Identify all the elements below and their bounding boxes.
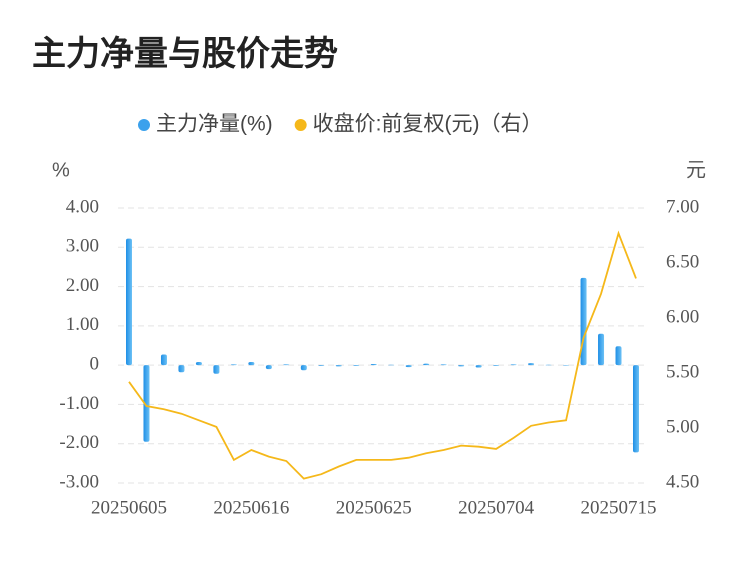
y-axis-label: % (52, 159, 70, 181)
bar (178, 365, 185, 373)
y-tick-label: 3.00 (66, 236, 99, 257)
chart-title: 主力净量与股价走势 (32, 35, 338, 73)
bar (458, 365, 465, 367)
bar (318, 365, 325, 366)
x-tick-label: 20250715 (581, 497, 657, 518)
bar (195, 362, 202, 366)
legend-marker (138, 119, 150, 131)
bar (598, 333, 605, 366)
bar (563, 365, 570, 366)
bar (405, 365, 412, 368)
bar (300, 365, 307, 371)
y2-tick-label: 7.00 (666, 196, 699, 217)
legend-marker (294, 119, 307, 131)
y-tick-label: -1.00 (59, 393, 99, 414)
bar (615, 346, 622, 366)
bar (353, 365, 360, 366)
bar (633, 365, 639, 453)
y2-tick-label: 6.00 (666, 306, 699, 327)
bar (528, 363, 535, 366)
x-tick-label: 20250625 (336, 497, 412, 518)
y2-tick-label: 4.50 (666, 471, 699, 492)
bar (440, 364, 447, 366)
price-line (128, 230, 637, 480)
bar (143, 365, 150, 442)
bar (370, 363, 377, 366)
y2-tick-label: 6.50 (666, 251, 699, 272)
bar (335, 365, 342, 367)
legend-label: 主力净量(%) (156, 113, 273, 136)
y-tick-label: -3.00 (59, 471, 99, 492)
bar (493, 365, 500, 366)
x-tick-label: 20250704 (458, 497, 535, 518)
bar (160, 354, 167, 366)
bar (265, 365, 272, 370)
x-tick-label: 20250605 (91, 497, 167, 518)
bar (423, 363, 430, 366)
bar (475, 365, 482, 368)
bar (388, 364, 395, 366)
bar (510, 364, 517, 366)
y2-tick-label: 5.50 (666, 361, 699, 382)
bar (248, 362, 255, 366)
bar (283, 364, 290, 366)
x-tick-label: 20250616 (213, 497, 289, 518)
legend-label: 收盘价:前复权(元)（右） (313, 113, 543, 136)
bar (580, 277, 587, 366)
y-tick-label: -2.00 (59, 432, 99, 453)
y2-tick-label: 5.00 (666, 416, 699, 437)
bar (213, 365, 220, 374)
bar (545, 364, 552, 366)
bar (230, 364, 237, 366)
y-tick-label: 2.00 (66, 275, 99, 296)
y-tick-label: 0 (90, 354, 100, 375)
bar (126, 238, 132, 366)
y-tick-label: 1.00 (66, 314, 99, 335)
y-tick-label: 4.00 (66, 196, 99, 217)
y2-axis-label: 元 (686, 159, 706, 181)
legend: 主力净量(%) 收盘价:前复权(元)（右） (138, 113, 543, 136)
